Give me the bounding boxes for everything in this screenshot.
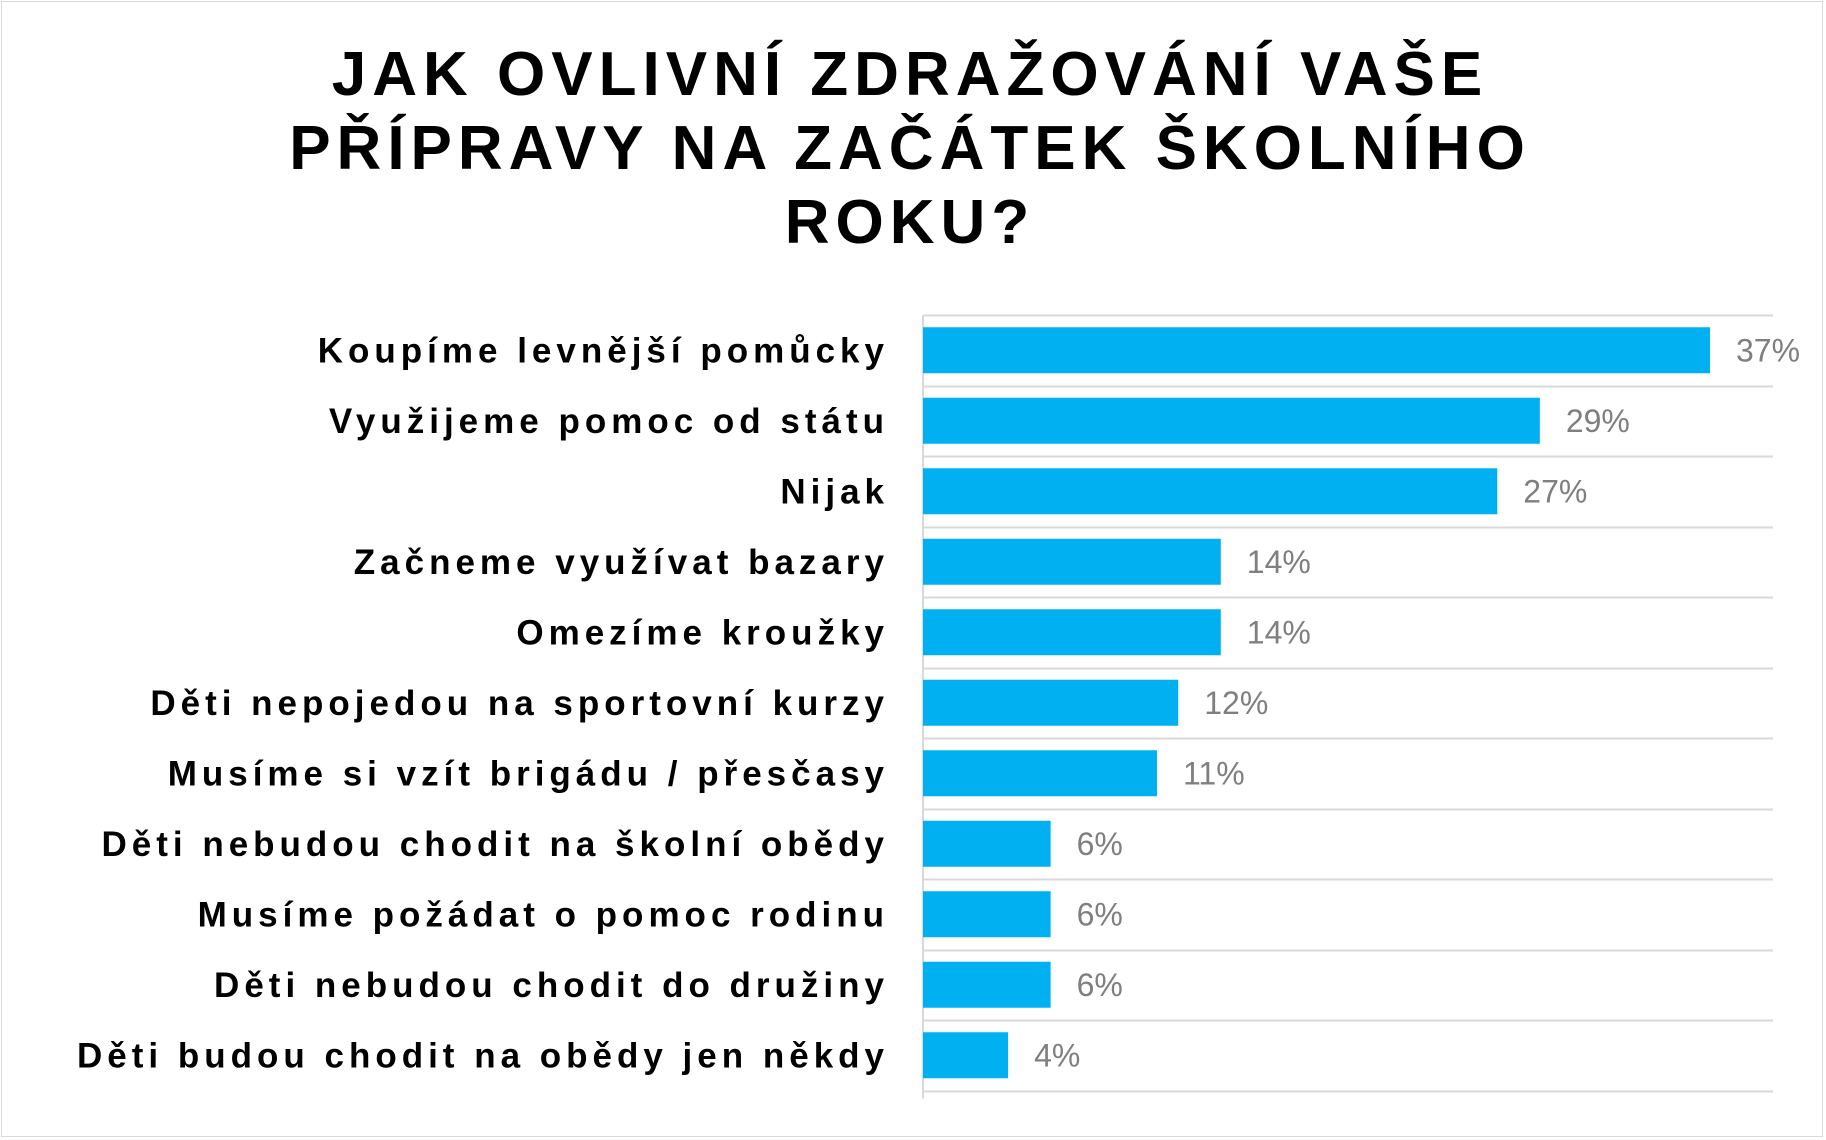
value-labels: 37% 29% 27% 14% 14% 12% 11% 6% 6% 6% 4% — [1034, 332, 1800, 1073]
category-label: Děti nebudou chodit na školní obědy — [101, 825, 889, 864]
data-label: 6% — [1077, 967, 1123, 1003]
data-label: 14% — [1247, 614, 1311, 650]
bars — [923, 327, 1710, 1079]
bar — [923, 750, 1157, 797]
category-label: Nijak — [780, 472, 889, 511]
bar — [923, 1032, 1009, 1079]
gridlines — [923, 314, 1773, 1093]
data-label: 27% — [1523, 473, 1587, 509]
chart-title: JAK OVLIVNÍ ZDRAŽOVÁNÍ VAŠE PŘÍPRAVY NA … — [289, 40, 1531, 257]
category-label: Omezíme kroužky — [516, 613, 889, 652]
bar — [923, 397, 1540, 444]
data-label: 37% — [1736, 332, 1800, 368]
category-label: Musíme požádat o pomoc rodinu — [198, 895, 889, 934]
bar — [923, 679, 1179, 726]
data-label: 4% — [1034, 1037, 1080, 1073]
bar — [923, 609, 1221, 656]
data-label: 11% — [1183, 755, 1245, 791]
data-label: 6% — [1077, 826, 1123, 862]
category-label: Koupíme levnější pomůcky — [318, 331, 889, 370]
bar — [923, 891, 1051, 938]
data-label: 6% — [1077, 896, 1123, 932]
bar — [923, 820, 1051, 867]
category-label: Děti nepojedou na sportovní kurzy — [150, 684, 889, 723]
bar — [923, 468, 1498, 515]
category-label: Využijeme pomoc od státu — [329, 402, 889, 441]
bar — [923, 961, 1051, 1008]
category-label: Musíme si vzít brigádu / přesčasy — [168, 754, 889, 793]
bar — [923, 538, 1221, 585]
category-label: Děti budou chodit na obědy jen někdy — [77, 1036, 889, 1075]
category-label: Začneme využívat bazary — [354, 543, 889, 582]
data-label: 29% — [1566, 403, 1630, 439]
category-labels: Koupíme levnější pomůcky Využijeme pomoc … — [77, 331, 889, 1075]
category-label: Děti nebudou chodit do družiny — [214, 966, 889, 1005]
data-label: 12% — [1204, 685, 1268, 721]
bar — [923, 327, 1710, 374]
data-label: 14% — [1247, 544, 1311, 580]
